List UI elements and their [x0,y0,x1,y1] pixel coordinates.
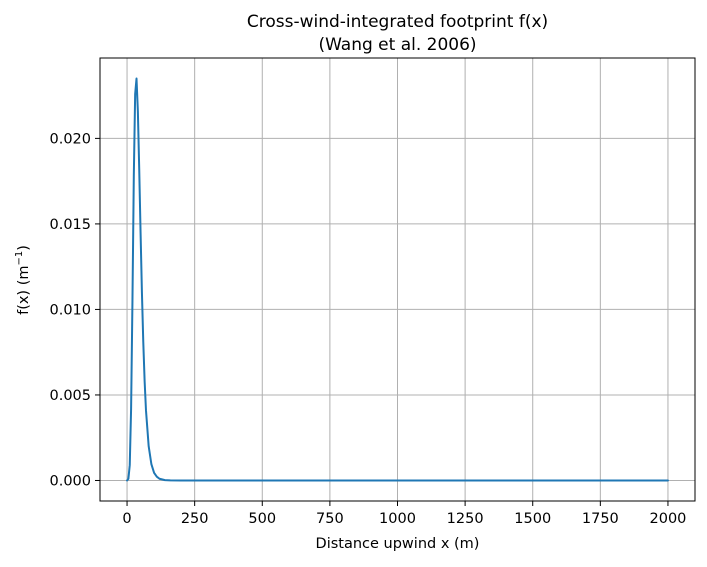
x-tick-label: 750 [316,511,344,527]
series-layer [126,77,669,482]
y-axis-label: f(x) (m−1) [14,245,32,315]
x-tick-label: 1250 [447,511,484,527]
y-axis: 0.000 0.005 0.010 0.015 0.020 [49,131,100,489]
x-axis-label: Distance upwind x (m) [316,536,480,552]
x-tick-label: 2000 [650,511,687,527]
x-tick-label: 1750 [582,511,619,527]
y-axis-label-suffix: ) [16,245,32,251]
y-tick-label: 0.020 [49,131,91,147]
series-line [126,77,669,482]
chart-subtitle: (Wang et al. 2006) [318,35,476,55]
y-axis-label-superscript: −1 [14,251,25,266]
y-axis-label-main: f(x) (m [16,266,32,315]
x-tick-label: 250 [181,511,209,527]
x-tick-label: 1000 [379,511,416,527]
y-tick-label: 0.010 [49,302,91,318]
y-tick-label: 0.000 [49,473,91,489]
grid [100,58,695,501]
x-tick-label: 0 [122,511,131,527]
x-tick-label: 1500 [514,511,551,527]
chart-title: Cross-wind-integrated footprint f(x) [247,12,548,32]
y-tick-label: 0.015 [49,217,91,233]
x-axis: 0 250 500 750 1000 1250 1500 1750 2000 [122,501,686,527]
x-tick-label: 500 [248,511,276,527]
y-tick-label: 0.005 [49,388,91,404]
